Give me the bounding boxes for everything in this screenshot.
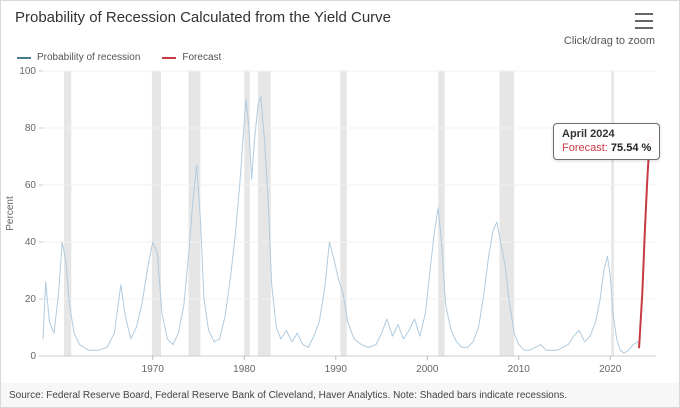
tooltip-series-label: Forecast: bbox=[562, 142, 608, 154]
tooltip-value: 75.54 % bbox=[610, 142, 652, 154]
recession-band bbox=[499, 71, 515, 356]
x-tick-label: 2020 bbox=[599, 364, 622, 375]
hamburger-bar bbox=[635, 27, 653, 29]
x-tick-label: 1980 bbox=[233, 364, 256, 375]
zoom-hint-text: Click/drag to zoom bbox=[563, 35, 655, 47]
tooltip-date: April 2024 bbox=[562, 128, 615, 140]
series-line-probability bbox=[42, 96, 640, 354]
recession-band bbox=[340, 71, 347, 356]
legend-item-forecast[interactable]: Forecast bbox=[162, 52, 221, 63]
hamburger-menu-icon[interactable] bbox=[635, 13, 655, 29]
series-line-forecast bbox=[638, 139, 651, 349]
recession-band bbox=[258, 71, 271, 356]
forecast-tooltip: April 2024 Forecast: 75.54 % bbox=[553, 123, 661, 160]
source-note: Source: Federal Reserve Board, Federal R… bbox=[9, 389, 568, 401]
y-tick-label: 20 bbox=[25, 294, 37, 305]
x-tick-label: 2010 bbox=[508, 364, 531, 375]
legend-swatch-forecast-icon bbox=[162, 56, 177, 59]
recession-band bbox=[188, 71, 201, 356]
x-tick-label: 1970 bbox=[142, 364, 165, 375]
x-tick-label: 1990 bbox=[325, 364, 348, 375]
y-tick-label: 80 bbox=[25, 123, 37, 134]
chart-legend: Probability of recession Forecast bbox=[17, 52, 221, 63]
source-footer: Source: Federal Reserve Board, Federal R… bbox=[1, 383, 679, 407]
recession-band bbox=[611, 71, 614, 356]
y-tick-label: 0 bbox=[30, 351, 36, 362]
recession-band bbox=[244, 71, 250, 356]
hamburger-bar bbox=[635, 20, 653, 22]
legend-item-probability[interactable]: Probability of recession bbox=[17, 52, 140, 63]
legend-label-forecast: Forecast bbox=[182, 52, 222, 63]
recession-band bbox=[64, 71, 72, 356]
legend-swatch-probability-icon bbox=[17, 56, 31, 59]
recession-band bbox=[151, 71, 161, 356]
chart-plot-area[interactable]: 0 20 40 60 80 100 1970 1980 1990 2000 2010 2020 Perc… bbox=[1, 59, 680, 383]
y-tick-label: 60 bbox=[25, 180, 37, 191]
y-tick-label: 40 bbox=[25, 237, 37, 248]
legend-label-probability: Probability of recession bbox=[37, 52, 141, 63]
hamburger-bar bbox=[635, 13, 653, 15]
y-tick-label: 100 bbox=[19, 66, 36, 77]
recession-band bbox=[438, 71, 445, 356]
page-title: Probability of Recession Calculated from… bbox=[15, 9, 392, 26]
y-axis-title: Percent bbox=[5, 196, 16, 231]
x-tick-label: 2000 bbox=[416, 364, 439, 375]
